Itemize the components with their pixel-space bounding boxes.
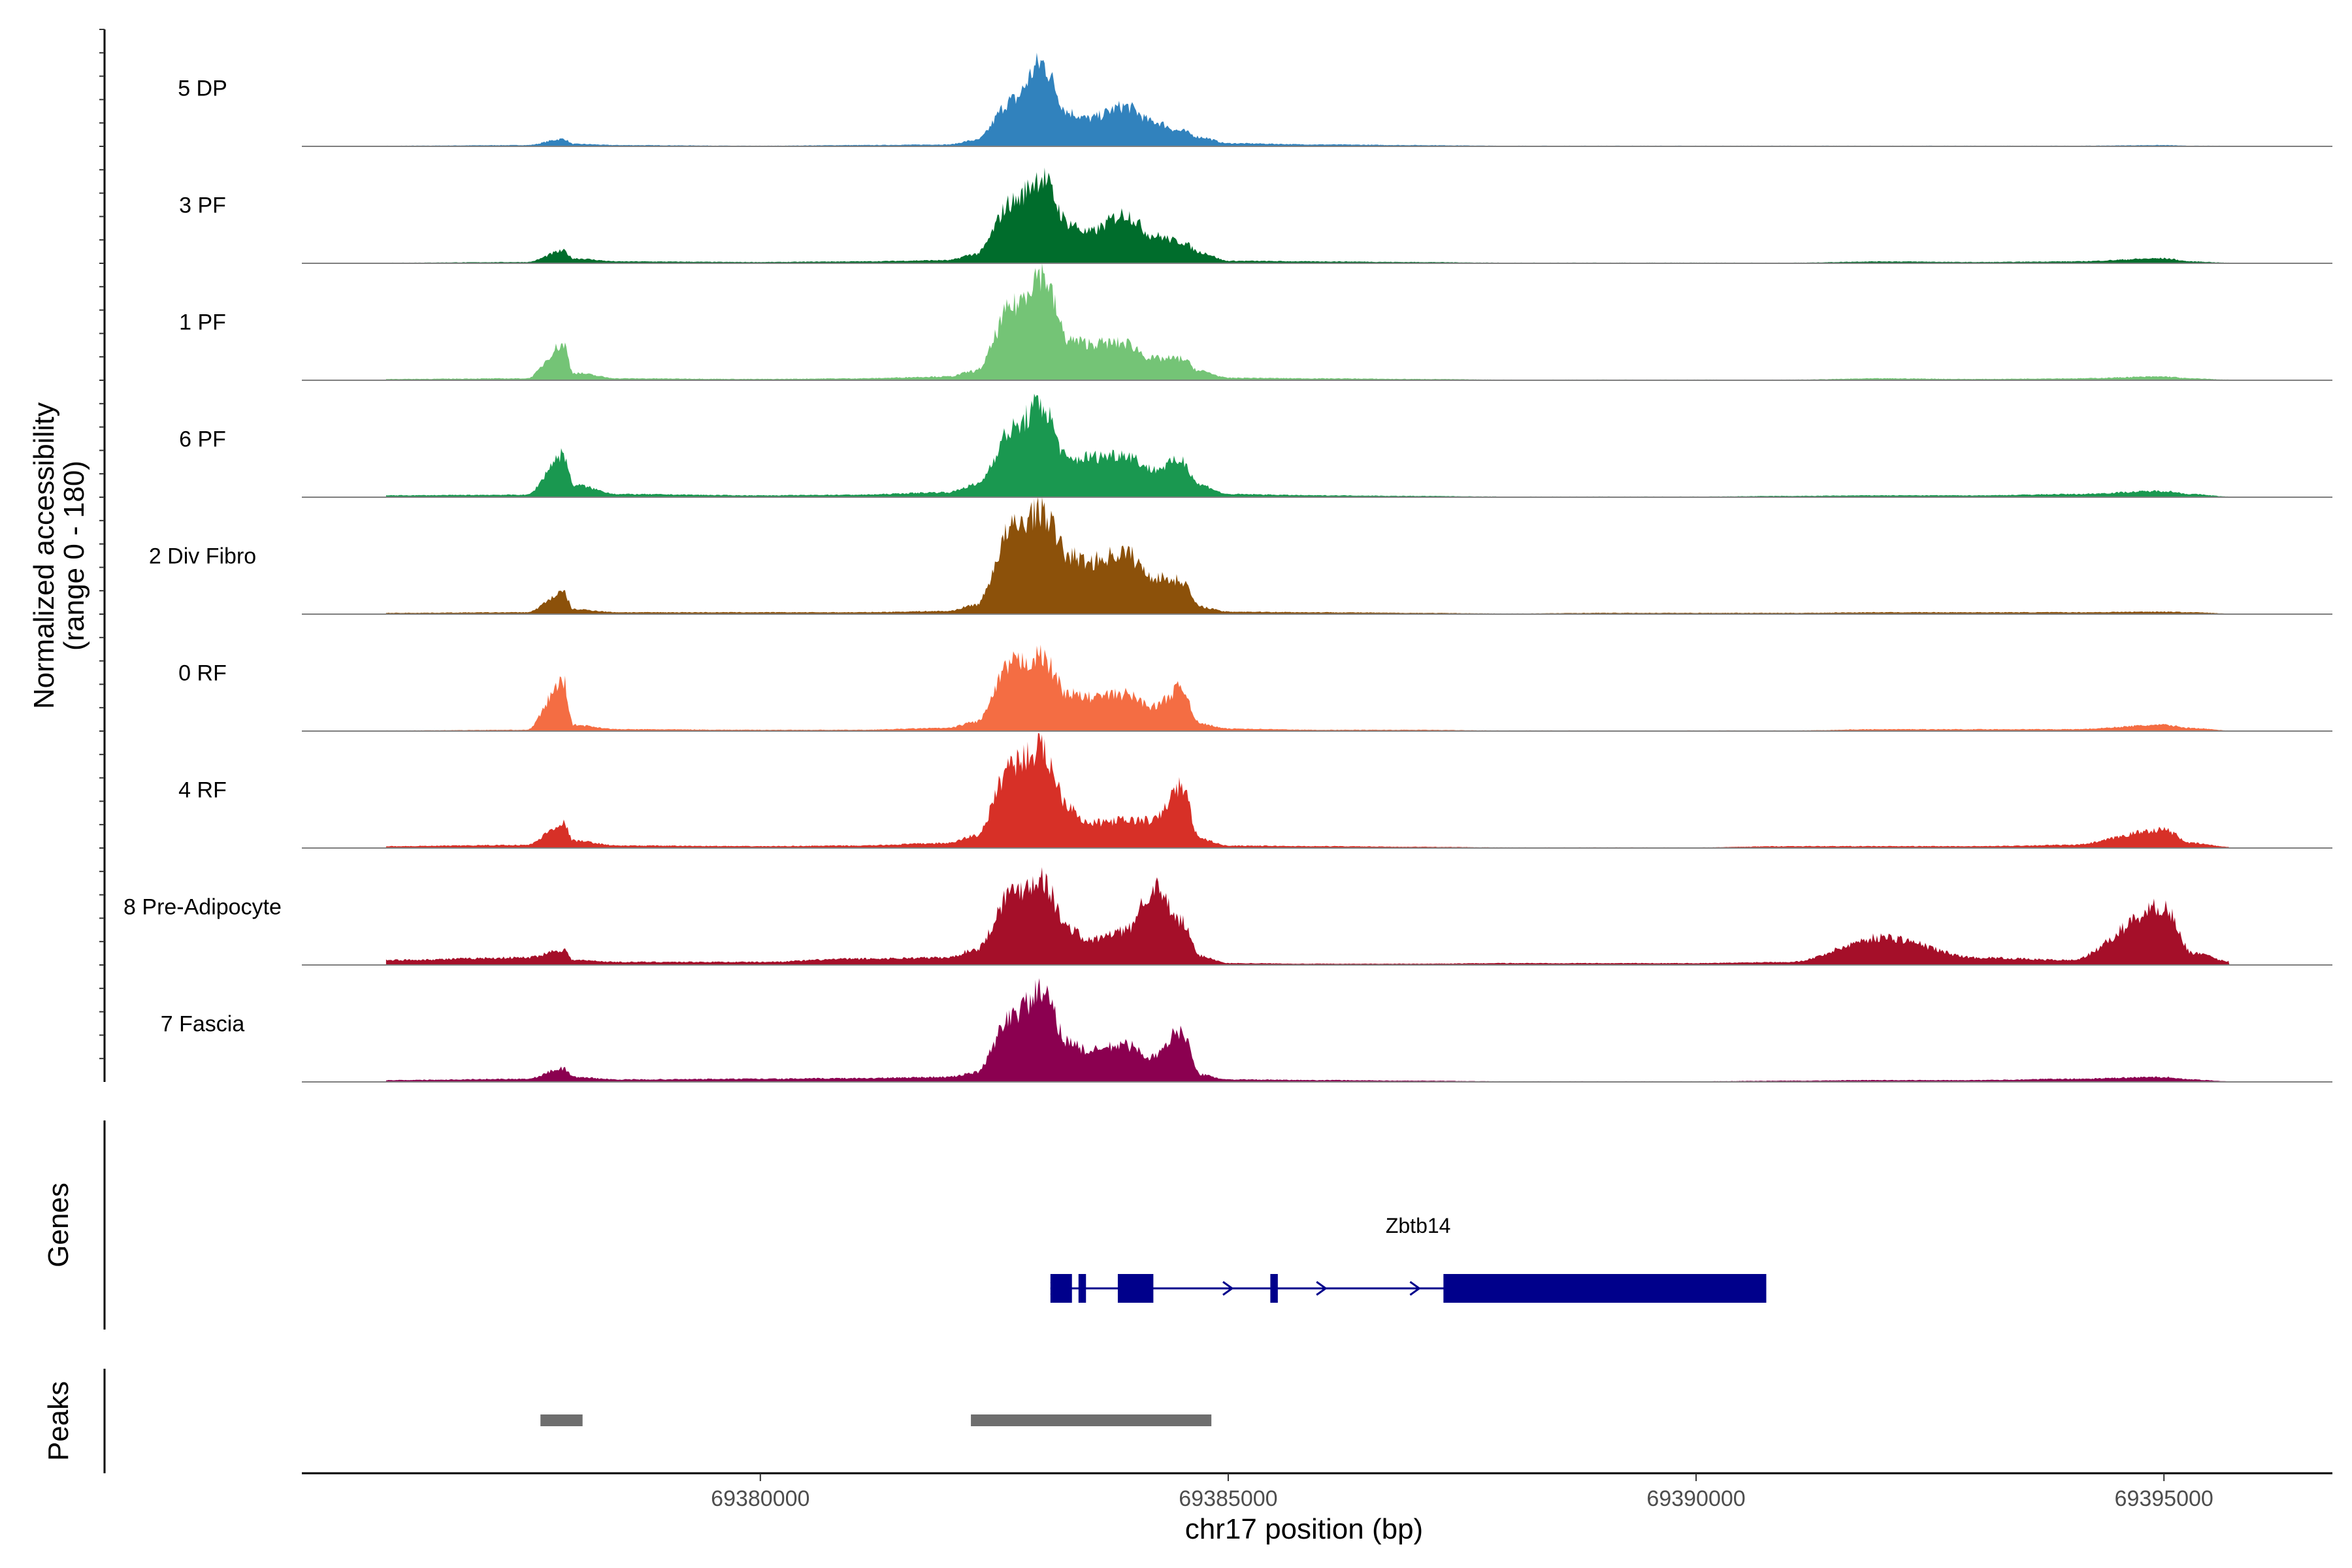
track-4-rf: 4 RF [178, 733, 2332, 849]
coverage-area [385, 167, 2230, 263]
genes-panel-title: Genes [42, 1183, 74, 1267]
coverage-area [385, 263, 2230, 380]
coverage-area [385, 978, 2230, 1082]
strand-arrow-icon [1409, 1281, 1421, 1296]
track-0-rf: 0 RF [178, 644, 2332, 732]
x-tick-label: 69395000 [2115, 1486, 2213, 1511]
coverage-area [385, 393, 2230, 497]
x-axis: 69380000 69385000 69390000 69395000 chr17 po… [302, 1472, 2332, 1545]
coverage-area [385, 52, 2230, 146]
gene-exon [1117, 1274, 1154, 1303]
coverage-tracks: 5 DP 3 PF 1 PF 6 PF 2 Div Fibro 0 RF 4 RF 8 Pre… [28, 29, 2332, 1083]
track-5-dp: 5 DP [178, 52, 2332, 147]
track-7-fascia: 7 Fascia [161, 978, 2332, 1083]
gene-exon [1270, 1274, 1278, 1303]
track-3-pf: 3 PF [179, 167, 2332, 264]
strand-arrow-icon [1316, 1281, 1328, 1296]
gene-exon [1078, 1274, 1086, 1303]
x-tick-label: 69390000 [1646, 1486, 1745, 1511]
track-8-pre-adipocyte: 8 Pre-Adipocyte [123, 867, 2332, 966]
coverage-area [385, 644, 2230, 731]
strand-arrow-icon [1050, 1281, 1062, 1296]
track-label: 2 Div Fibro [149, 544, 256, 569]
x-tick-label: 69385000 [1179, 1486, 1277, 1511]
coverage-area [385, 867, 2230, 965]
y-axis-title: Normalized accessibility(range 0 - 180) [28, 402, 90, 709]
coverage-area [385, 733, 2230, 848]
track-label: 4 RF [178, 778, 227, 803]
x-axis-title: chr17 position (bp) [1185, 1513, 1423, 1545]
track-label: 0 RF [178, 661, 227, 686]
strand-arrow-icon [1222, 1281, 1234, 1296]
track-2-div-fibro: 2 Div Fibro [149, 497, 2332, 615]
peak-region [971, 1414, 1212, 1426]
track-1-pf: 1 PF [179, 263, 2332, 381]
peaks-panel: Peaks [42, 1369, 1212, 1473]
track-label: 5 DP [178, 76, 227, 101]
track-6-pf: 6 PF [179, 393, 2332, 498]
track-label: 1 PF [179, 310, 226, 335]
gene-exon [1443, 1274, 1767, 1303]
genes-panel: Genes Zbtb14 [42, 1120, 1767, 1330]
x-tick-label: 69380000 [711, 1486, 809, 1511]
gene-zbtb14: Zbtb14 [1050, 1214, 1767, 1303]
y-axis-title-line-2: (range 0 - 180) [58, 461, 90, 651]
y-axis-title-line-1: Normalized accessibility [28, 402, 60, 709]
track-label: 3 PF [179, 193, 226, 218]
coverage-area [385, 497, 2230, 614]
track-label: 7 Fascia [161, 1012, 245, 1037]
track-label: 8 Pre-Adipocyte [123, 895, 282, 920]
peak-region [540, 1414, 583, 1426]
track-label: 6 PF [179, 427, 226, 452]
peaks-panel-title: Peaks [42, 1381, 74, 1461]
gene-label: Zbtb14 [1386, 1214, 1451, 1237]
